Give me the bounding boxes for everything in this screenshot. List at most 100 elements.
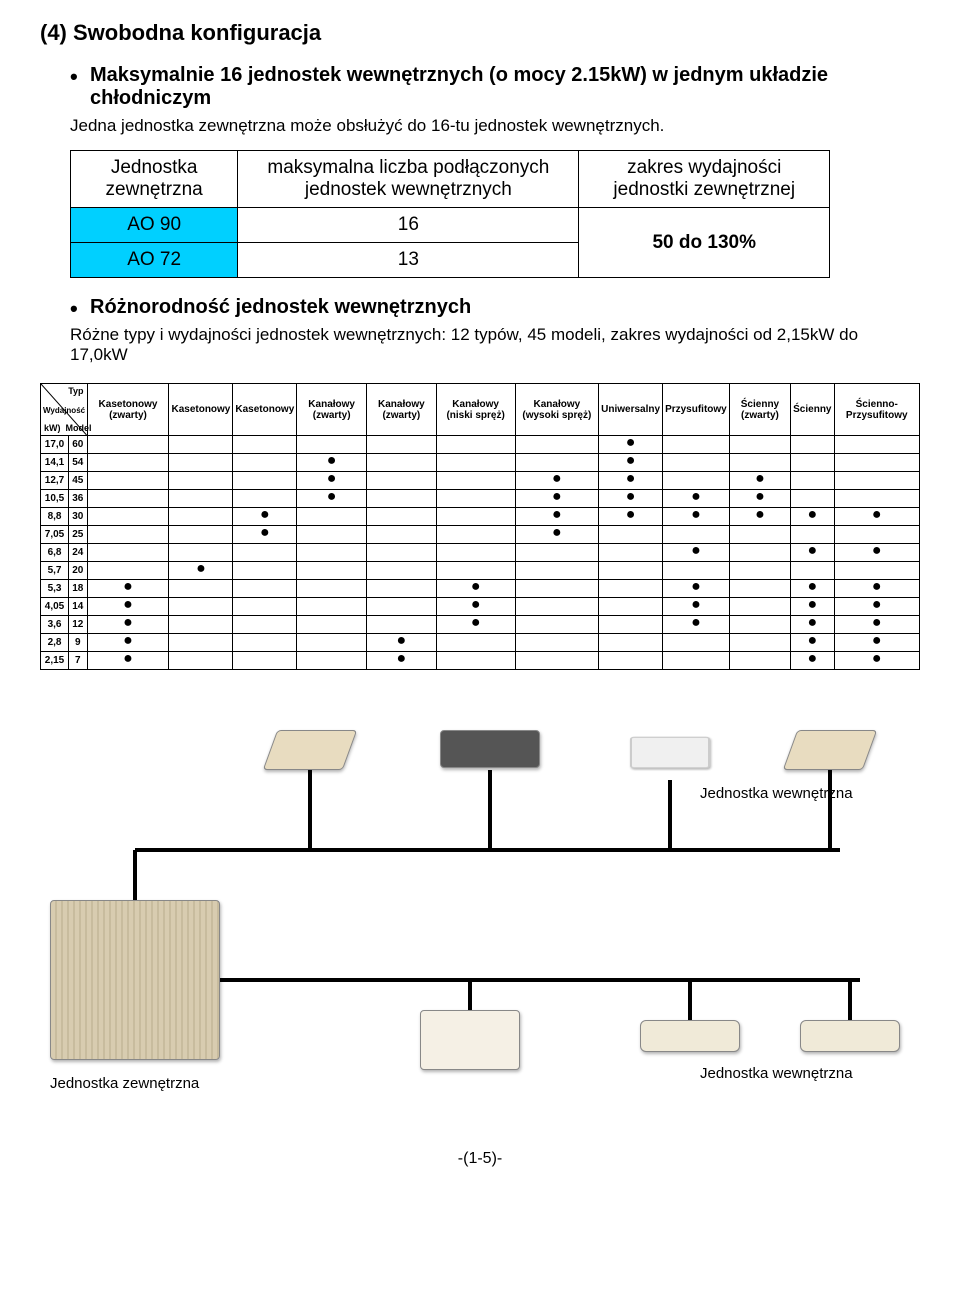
matrix-cell-10-4: [367, 616, 437, 634]
matrix-col-6: Kanałowy (wysoki spręż): [515, 384, 599, 436]
matrix-cell-7-9: [729, 562, 790, 580]
matrix-cell-4-4: [367, 508, 437, 526]
matrix-cell-12-2: [233, 652, 297, 670]
matrix-table: TypWydajnośćkW) ModelKasetonowy (zwarty)…: [40, 383, 920, 670]
matrix-cell-4-5: [436, 508, 515, 526]
matrix-cell-10-8: ●: [663, 616, 730, 634]
cap-r1-c0: AO 72: [71, 243, 238, 278]
matrix-cell-12-0: ●: [87, 652, 169, 670]
cap-th-0: Jednostka zewnętrzna: [71, 151, 238, 208]
matrix-cell-9-3: [297, 598, 367, 616]
matrix-cell-11-7: [599, 634, 663, 652]
ceiling-unit-icon: [263, 730, 358, 770]
matrix-cell-5-6: ●: [515, 526, 599, 544]
matrix-cell-11-3: [297, 634, 367, 652]
matrix-cell-5-9: [729, 526, 790, 544]
matrix-cell-5-10: [791, 526, 834, 544]
matrix-col-10: Ścienny: [791, 384, 834, 436]
matrix-model-4: 30: [69, 508, 87, 526]
matrix-cell-10-1: [169, 616, 233, 634]
label-indoor-bottom: Jednostka wewnętrzna: [700, 1065, 853, 1082]
matrix-cell-11-8: [663, 634, 730, 652]
matrix-col-4: Kanałowy (zwarty): [367, 384, 437, 436]
matrix-cell-4-2: ●: [233, 508, 297, 526]
matrix-cell-8-1: [169, 580, 233, 598]
matrix-cell-4-1: [169, 508, 233, 526]
matrix-cell-11-11: ●: [834, 634, 920, 652]
matrix-cell-3-7: ●: [599, 490, 663, 508]
matrix-cell-6-8: ●: [663, 544, 730, 562]
matrix-wrap: TypWydajnośćkW) ModelKasetonowy (zwarty)…: [40, 383, 920, 670]
matrix-kw-9: 4,05: [41, 598, 69, 616]
matrix-cell-12-3: [297, 652, 367, 670]
matrix-cell-8-4: [367, 580, 437, 598]
matrix-cell-10-2: [233, 616, 297, 634]
matrix-cell-6-0: [87, 544, 169, 562]
matrix-cell-7-11: [834, 562, 920, 580]
outdoor-unit-icon: [50, 900, 220, 1060]
matrix-cell-9-6: [515, 598, 599, 616]
matrix-cell-11-9: [729, 634, 790, 652]
matrix-cell-10-10: ●: [791, 616, 834, 634]
matrix-cell-2-5: [436, 472, 515, 490]
matrix-kw-1: 14,1: [41, 454, 69, 472]
matrix-cell-8-0: ●: [87, 580, 169, 598]
matrix-cell-6-7: [599, 544, 663, 562]
matrix-model-6: 24: [69, 544, 87, 562]
matrix-cell-6-5: [436, 544, 515, 562]
matrix-cell-0-5: [436, 436, 515, 454]
matrix-cell-9-0: ●: [87, 598, 169, 616]
matrix-cell-0-11: [834, 436, 920, 454]
matrix-col-8: Przysufitowy: [663, 384, 730, 436]
floor-unit-icon: [420, 1010, 520, 1070]
section-title: (4) Swobodna konfiguracja: [40, 20, 920, 46]
matrix-col-5: Kanałowy (niski spręż): [436, 384, 515, 436]
label-outdoor: Jednostka zewnętrzna: [50, 1075, 199, 1092]
matrix-cell-7-3: [297, 562, 367, 580]
matrix-cell-12-5: [436, 652, 515, 670]
matrix-cell-1-4: [367, 454, 437, 472]
matrix-cell-7-1: ●: [169, 562, 233, 580]
matrix-cell-3-11: [834, 490, 920, 508]
cap-r0-c0: AO 90: [71, 208, 238, 243]
matrix-cell-12-11: ●: [834, 652, 920, 670]
matrix-col-9: Ścienny (zwarty): [729, 384, 790, 436]
matrix-cell-7-5: [436, 562, 515, 580]
matrix-col-2: Kasetonowy: [233, 384, 297, 436]
matrix-model-2: 45: [69, 472, 87, 490]
matrix-model-12: 7: [69, 652, 87, 670]
matrix-cell-3-4: [367, 490, 437, 508]
matrix-kw-12: 2,15: [41, 652, 69, 670]
matrix-cell-0-6: [515, 436, 599, 454]
matrix-cell-4-9: ●: [729, 508, 790, 526]
cap-th-1: maksymalna liczba podłączonych jednostek…: [238, 151, 579, 208]
matrix-cell-8-8: ●: [663, 580, 730, 598]
matrix-cell-6-9: [729, 544, 790, 562]
matrix-cell-9-5: ●: [436, 598, 515, 616]
matrix-cell-2-7: ●: [599, 472, 663, 490]
matrix-cell-4-10: ●: [791, 508, 834, 526]
matrix-cell-0-8: [663, 436, 730, 454]
matrix-cell-2-6: ●: [515, 472, 599, 490]
matrix-cell-9-8: ●: [663, 598, 730, 616]
matrix-cell-1-8: [663, 454, 730, 472]
matrix-cell-1-11: [834, 454, 920, 472]
matrix-cell-2-8: [663, 472, 730, 490]
cap-merged: 50 do 130%: [579, 208, 830, 278]
matrix-cell-5-3: [297, 526, 367, 544]
matrix-cell-2-4: [367, 472, 437, 490]
matrix-cell-12-4: ●: [367, 652, 437, 670]
matrix-cell-0-2: [233, 436, 297, 454]
matrix-cell-8-9: [729, 580, 790, 598]
matrix-cell-7-0: [87, 562, 169, 580]
matrix-kw-6: 6,8: [41, 544, 69, 562]
matrix-cell-2-10: [791, 472, 834, 490]
matrix-cell-4-3: [297, 508, 367, 526]
matrix-cell-6-6: [515, 544, 599, 562]
matrix-cell-4-8: ●: [663, 508, 730, 526]
label-indoor-top: Jednostka wewnętrzna: [700, 785, 853, 802]
matrix-cell-2-3: ●: [297, 472, 367, 490]
matrix-cell-12-9: [729, 652, 790, 670]
bullet-2: Różnorodność jednostek wewnętrznych Różn…: [70, 296, 920, 365]
matrix-col-3: Kanałowy (zwarty): [297, 384, 367, 436]
